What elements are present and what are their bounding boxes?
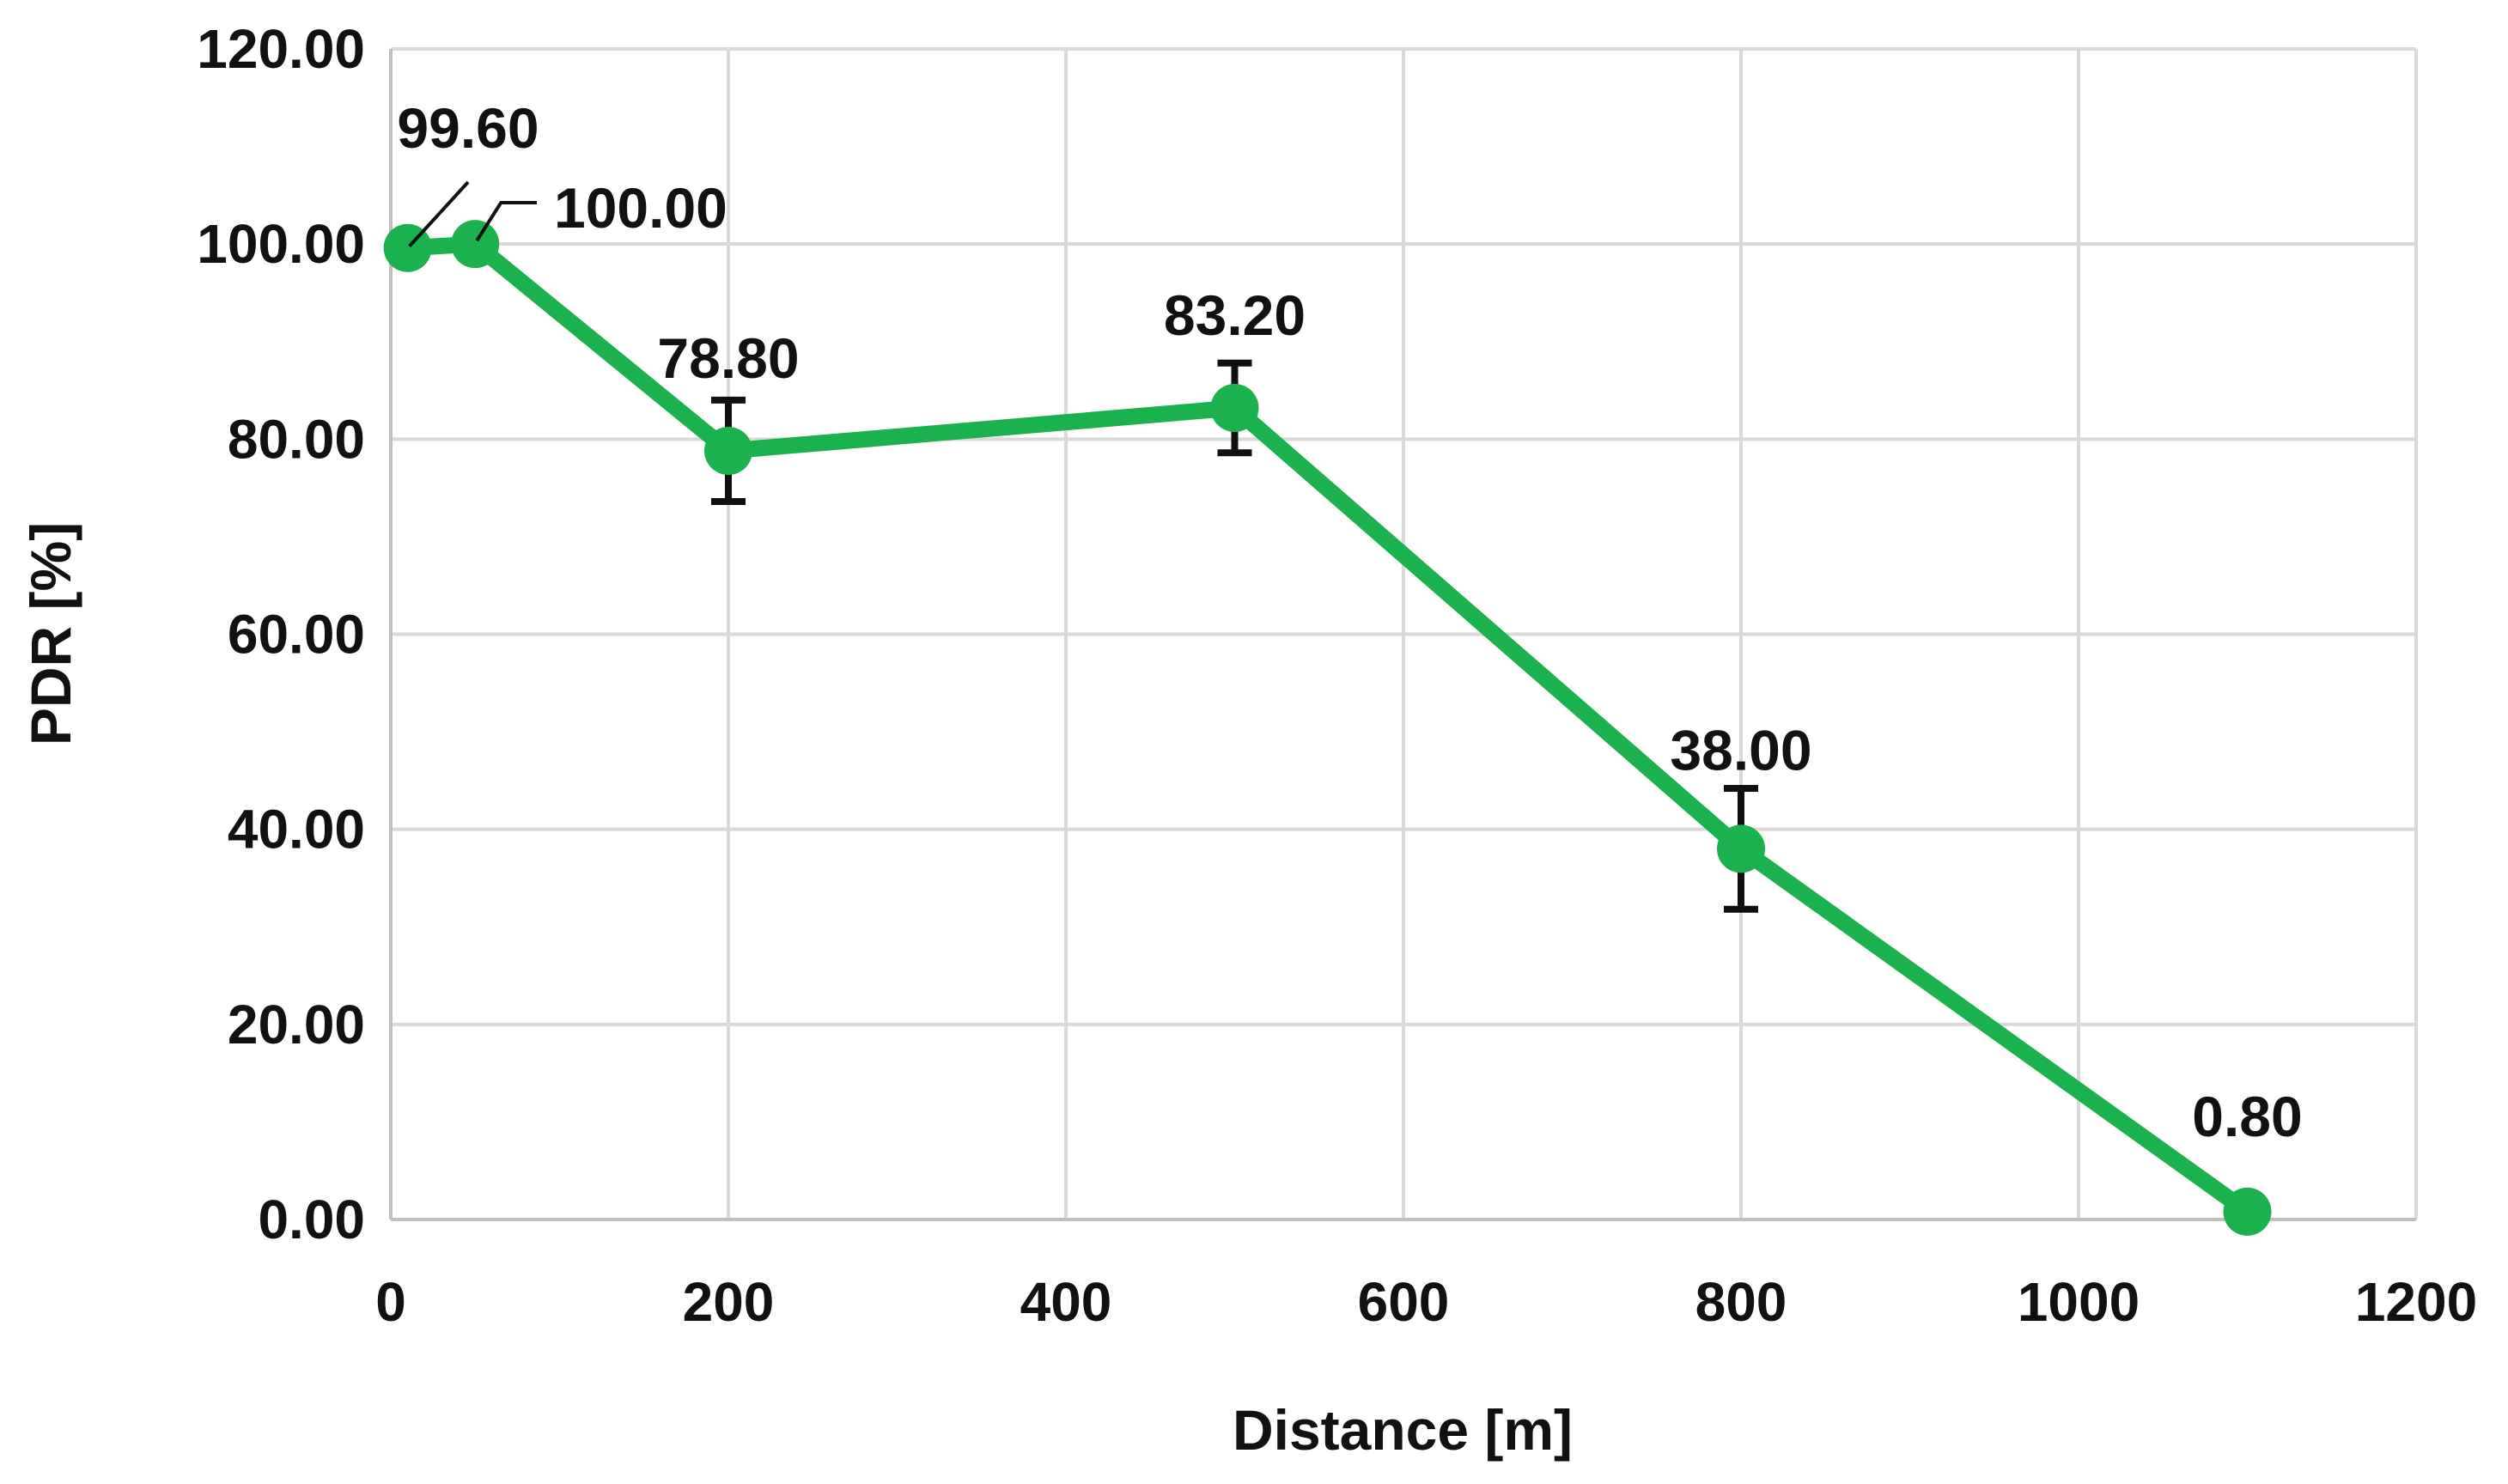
x-tick-label: 600 (1358, 1271, 1450, 1333)
y-tick-label: 40.00 (228, 799, 365, 861)
data-label: 0.80 (2192, 1085, 2302, 1148)
x-tick-label: 800 (1695, 1271, 1787, 1333)
data-label: 99.60 (397, 96, 539, 160)
x-axis-title: Distance [m] (1233, 1398, 1573, 1462)
y-axis-title: PDR [%] (19, 522, 82, 745)
x-tick-labels: 0 200 400 600 800 1000 1200 (375, 1271, 2477, 1333)
x-tick-label: 1200 (2355, 1271, 2477, 1333)
y-tick-label: 60.00 (228, 604, 365, 666)
x-tick-label: 400 (1020, 1271, 1112, 1333)
y-tick-label: 0.00 (258, 1189, 365, 1250)
label-leader-line (475, 201, 537, 242)
y-tick-labels: 0.00 20.00 40.00 60.00 80.00 100.00 120.00 (197, 18, 365, 1250)
y-tick-label: 80.00 (228, 408, 365, 470)
y-tick-label: 100.00 (197, 213, 365, 275)
x-tick-label: 1000 (2018, 1271, 2140, 1333)
data-point-marker (2223, 1187, 2272, 1236)
data-markers (383, 220, 2272, 1236)
x-tick-label: 200 (683, 1271, 775, 1333)
label-leader-line (408, 180, 470, 248)
data-point-marker (704, 426, 752, 475)
y-tick-label: 120.00 (197, 18, 365, 80)
y-tick-label: 20.00 (228, 994, 365, 1055)
data-label: 78.80 (657, 326, 799, 390)
x-tick-label: 0 (375, 1271, 406, 1333)
data-label: 38.00 (1670, 718, 1811, 782)
data-point-marker (1717, 824, 1765, 873)
data-point-marker (1210, 383, 1259, 432)
data-label: 100.00 (554, 176, 727, 240)
data-point-marker (451, 220, 500, 269)
label-leader-lines (408, 180, 537, 248)
data-label: 83.20 (1164, 283, 1306, 347)
